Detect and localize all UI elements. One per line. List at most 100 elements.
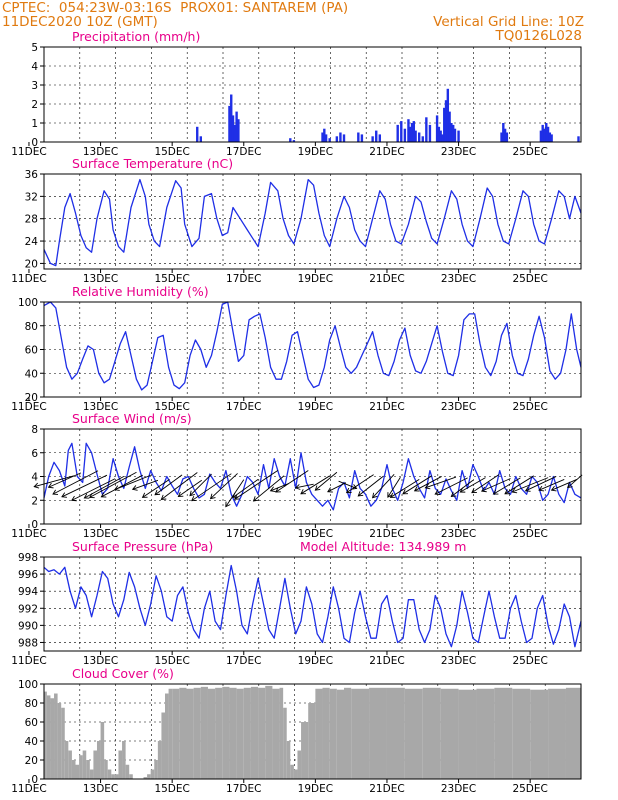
cloud-bar <box>286 741 291 779</box>
precip-bar <box>457 130 460 142</box>
panel-3-xtick-label: 23DEC <box>441 528 476 540</box>
cloud-bar <box>111 774 115 779</box>
wind-arrow <box>48 472 82 488</box>
panel-0-ytick-label: 3 <box>31 80 38 92</box>
panel-4-xtick-label: 15DEC <box>154 655 189 667</box>
precip-bar <box>448 111 451 142</box>
precip-bar <box>428 124 432 142</box>
panel-4-ytick-label: 990 <box>18 620 38 632</box>
wind-arrow <box>390 478 420 498</box>
panel-1-ytick-label: 24 <box>25 236 39 248</box>
precip-bar <box>231 115 235 142</box>
panel-3-ytick-label: 6 <box>31 448 38 460</box>
panel-3-title: Surface Wind (m/s) <box>72 411 192 426</box>
precip-bar <box>321 132 324 142</box>
panel-4-xtick-label: 11DEC <box>11 655 46 667</box>
precip-bar <box>414 130 417 142</box>
wind-arrow <box>210 473 238 499</box>
wind-arrow-head <box>252 496 259 502</box>
cloud-bar <box>315 688 323 779</box>
wind-arrow <box>84 475 125 499</box>
wind-arrow <box>295 483 314 489</box>
precip-bar <box>400 121 403 142</box>
precip-bar <box>375 130 378 142</box>
wind-arrow <box>52 470 99 495</box>
cloud-bar <box>272 688 280 779</box>
cloud-bar <box>82 750 87 779</box>
cloud-bar <box>75 764 80 779</box>
cloud-bar <box>154 760 158 779</box>
panel-4-ytick-label: 998 <box>18 552 38 564</box>
wind-arrow <box>71 478 116 501</box>
wind-arrow <box>460 477 486 493</box>
precip-bar <box>543 128 546 142</box>
precip-bar <box>417 132 421 142</box>
wind-arrow <box>161 472 198 500</box>
panel-3-xtick-label: 13DEC <box>83 528 118 540</box>
wind-arrow-head <box>160 494 167 501</box>
cloud-bar <box>64 741 69 779</box>
panel-5-xtick-label: 23DEC <box>441 783 476 795</box>
wind-arrow <box>493 477 521 495</box>
precip-bar <box>439 130 442 142</box>
cloud-bar <box>229 687 237 779</box>
wind-arrow-head <box>275 487 281 493</box>
wind-arrow <box>504 475 535 495</box>
panel-2-xtick-label: 11DEC <box>11 401 46 413</box>
precip-bar <box>441 134 444 142</box>
precip-bar <box>451 124 455 142</box>
precip-bar <box>550 134 553 142</box>
cloud-bar <box>308 703 316 779</box>
precip-bar <box>323 128 326 142</box>
wind-arrow-head <box>492 489 499 495</box>
panel-5-xtick-label: 13DEC <box>83 783 118 795</box>
panel-4-ytick-label: 996 <box>18 569 38 581</box>
cloud-bar <box>96 741 101 779</box>
wind-arrow <box>132 479 159 490</box>
panel-0-frame <box>43 46 582 143</box>
precip-bar <box>371 136 374 142</box>
cloud-bar <box>157 741 162 779</box>
cloud-bar <box>57 703 62 779</box>
wind-arrow <box>61 474 108 498</box>
cloud-bar <box>322 687 330 779</box>
panel-1-ytick-label: 32 <box>25 191 38 203</box>
panel-0-xtick-label: 15DEC <box>154 146 189 158</box>
panel-2-ytick-label: 20 <box>25 392 38 404</box>
wind-arrow-head <box>504 489 511 495</box>
precip-bar <box>444 100 448 142</box>
cloud-bar <box>50 698 55 779</box>
panel-3-ytick-label: 0 <box>31 519 38 531</box>
precip-bar <box>228 105 231 142</box>
header-model-id: TQ0126L028 <box>495 28 582 44</box>
wind-arrow <box>178 479 203 497</box>
wind-arrow <box>315 471 338 491</box>
precip-bar <box>503 128 507 142</box>
panel-5-xtick-label: 17DEC <box>226 783 261 795</box>
wind-arrow <box>189 473 212 496</box>
wind-arrow <box>232 479 259 498</box>
cloud-bar <box>143 777 148 779</box>
wind-arrow <box>372 473 395 499</box>
panel-0-xtick-label: 19DEC <box>298 146 333 158</box>
panel-3-xtick-label: 17DEC <box>226 528 261 540</box>
cloud-bar <box>114 774 119 779</box>
panel-2-ytick-label: 60 <box>25 345 38 357</box>
panel-4-frame <box>43 556 582 652</box>
panel-4-xtick-label: 21DEC <box>369 655 404 667</box>
panel-3-xtick-label: 21DEC <box>369 528 404 540</box>
wind-arrow-head <box>450 491 457 497</box>
precip-bar <box>378 134 382 142</box>
precip-bar <box>500 132 503 142</box>
panel-5-xtick-label: 15DEC <box>154 783 189 795</box>
precip-bar <box>446 88 450 142</box>
wind-arrow-head <box>52 489 59 495</box>
panel-0-xtick-label: 11DEC <box>11 146 46 158</box>
wind-arrow <box>357 475 384 497</box>
panel-5-title: Cloud Cover (%) <box>72 666 174 681</box>
wind-arrow-head <box>154 489 161 496</box>
wind-arrow-head <box>61 492 67 498</box>
precip-bar <box>548 132 552 142</box>
cloud-bar <box>172 688 180 779</box>
